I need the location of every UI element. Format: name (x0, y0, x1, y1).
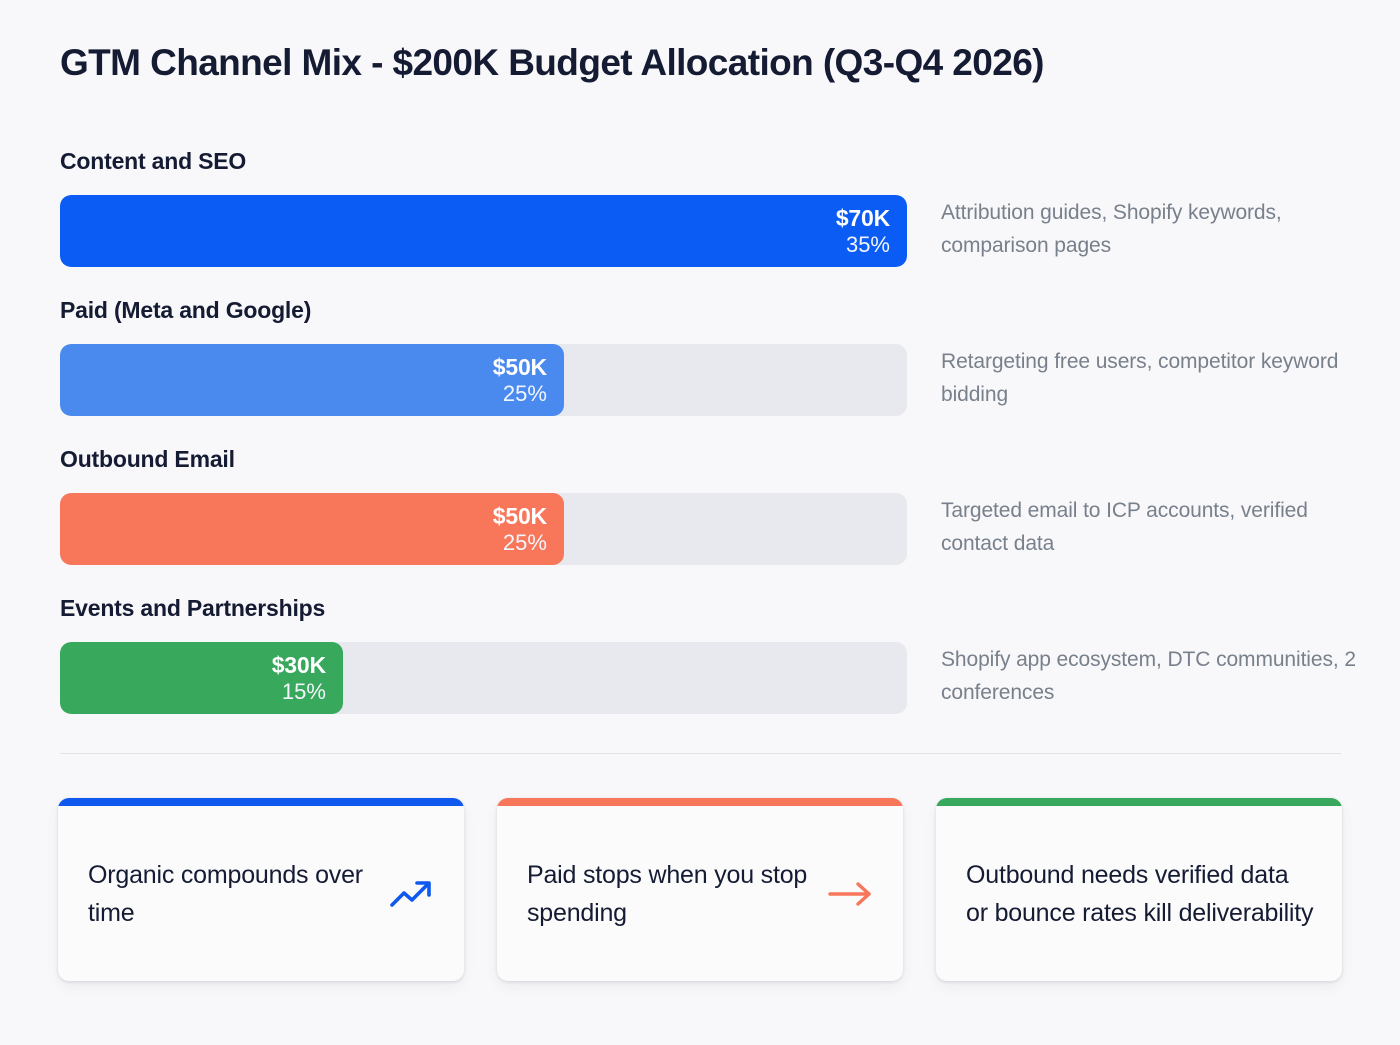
bar-label: Outbound Email (60, 446, 235, 472)
bar-percent-label: 25% (502, 529, 547, 555)
bar-track: $50K 25% (60, 344, 907, 416)
card-accent-bar (497, 798, 903, 806)
bar-description: Shopify app ecosystem, DTC communities, … (941, 648, 1356, 704)
bar-value-label: $70K (835, 204, 890, 231)
insight-card: Outbound needs verified data or bounce r… (936, 798, 1342, 981)
insight-card: Paid stops when you stop spending (497, 798, 903, 981)
bar-value-label: $50K (492, 353, 547, 380)
bar-label: Events and Partnerships (60, 595, 326, 621)
card-body: Organic compounds over time (58, 806, 464, 981)
bar-row: Events and Partnerships $30K 15% Shopify… (0, 595, 1400, 744)
page-title: GTM Channel Mix - $200K Budget Allocatio… (60, 42, 1045, 83)
bar-value-label: $30K (271, 651, 326, 678)
card-text: Outbound needs verified data or bounce r… (966, 860, 1314, 927)
card-text: Organic compounds over time (88, 860, 363, 927)
bar-fill: $70K 35% (60, 195, 907, 267)
arrow-right-icon (825, 874, 877, 914)
bar-track: $50K 25% (60, 493, 907, 565)
insight-card-list: Organic compounds over time Paid stops w… (58, 798, 1342, 981)
bar-fill: $50K 25% (60, 344, 564, 416)
bar-row: Content and SEO $70K 35% Attribution gui… (0, 148, 1400, 297)
bar-description: Attribution guides, Shopify keywords, co… (941, 201, 1282, 257)
bar-percent-label: 35% (845, 231, 890, 257)
card-accent-bar (936, 798, 1342, 806)
bar-fill: $50K 25% (60, 493, 564, 565)
bar-value-label: $50K (492, 502, 547, 529)
card-text: Paid stops when you stop spending (527, 860, 808, 927)
card-body: Outbound needs verified data or bounce r… (936, 806, 1342, 981)
bar-track: $70K 35% (60, 195, 907, 267)
bar-row: Paid (Meta and Google) $50K 25% Retarget… (0, 297, 1400, 446)
bar-description: Targeted email to ICP accounts, verified… (941, 499, 1308, 555)
bar-fill: $30K 15% (60, 642, 343, 714)
section-divider (60, 753, 1341, 754)
bar-percent-label: 25% (502, 380, 547, 406)
card-body: Paid stops when you stop spending (497, 806, 903, 981)
bar-description: Retargeting free users, competitor keywo… (941, 350, 1339, 406)
trending-up-icon (386, 874, 438, 914)
budget-bar-chart: Content and SEO $70K 35% Attribution gui… (0, 148, 1400, 744)
card-accent-bar (58, 798, 464, 806)
bar-row: Outbound Email $50K 25% Targeted email t… (0, 446, 1400, 595)
bar-label: Paid (Meta and Google) (60, 297, 312, 323)
bar-percent-label: 15% (281, 678, 326, 704)
bar-track: $30K 15% (60, 642, 907, 714)
bar-label: Content and SEO (60, 148, 247, 174)
insight-card: Organic compounds over time (58, 798, 464, 981)
